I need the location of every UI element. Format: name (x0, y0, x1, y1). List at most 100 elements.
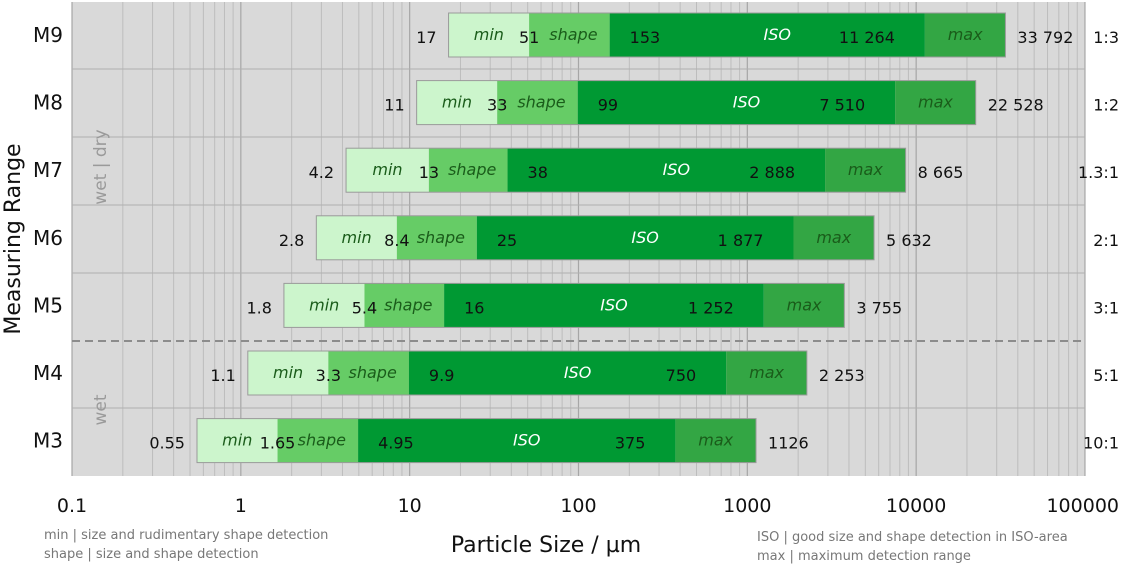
segment-label-shape: shape (298, 431, 346, 450)
bar-segment-min (196, 418, 278, 463)
segment-label-min: min (442, 93, 472, 112)
bar-segment-min (448, 13, 530, 57)
bar-outline (345, 147, 907, 193)
value-label-iso-start: 99 (598, 96, 618, 115)
value-label-iso-end: 375 (615, 434, 646, 453)
bar-row-m9: min shape ISO max 17 51 153 11 264 33 792 (416, 12, 1073, 58)
row-label-m8: M8 (33, 91, 63, 115)
row-labels: M9 M8 M7 M6 M5 M4 M3 (33, 23, 63, 453)
x-tick-label: 100 (560, 495, 596, 517)
bar-row-m5: min shape ISO max 1.8 5.4 16 1 252 3 755 (246, 282, 902, 328)
segment-label-min: min (273, 363, 303, 382)
bar-segment-iso (408, 351, 727, 395)
segment-label-iso: ISO (600, 295, 627, 314)
row-separators (72, 68, 1085, 409)
bar-outline (315, 215, 875, 261)
segment-label-min: min (222, 431, 252, 450)
segment-label-iso: ISO (733, 93, 760, 112)
value-label-shape-start: 5.4 (352, 298, 377, 317)
value-label-shape-start: 33 (487, 96, 507, 115)
segment-label-iso: ISO (513, 431, 540, 450)
segment-label-shape: shape (517, 93, 565, 112)
segment-label-max: max (698, 431, 733, 450)
x-tick-label: 1000 (723, 495, 771, 517)
x-tick-label: 100000 (1046, 495, 1119, 517)
value-label-max-end: 33 792 (1017, 28, 1073, 47)
segment-label-min: min (309, 295, 339, 314)
value-label-min-start: 1.1 (210, 366, 235, 385)
ratio-label-m3: 10:1 (1083, 434, 1119, 453)
segment-label-min: min (474, 25, 504, 44)
segment-label-max: max (749, 363, 784, 382)
x-tick-label: 10000 (886, 495, 946, 517)
bar-segment-max (763, 283, 845, 328)
bar-segment-max (924, 13, 1006, 57)
value-label-iso-end: 11 264 (839, 28, 895, 47)
bar-outline (283, 282, 845, 328)
value-label-iso-start: 38 (528, 163, 548, 182)
value-label-iso-start: 16 (464, 298, 484, 317)
value-label-max-end: 2 253 (819, 366, 865, 385)
bar-outline (448, 12, 1006, 58)
group-label-wet-dry: wet | dry (91, 129, 111, 204)
bar-segment-iso (476, 215, 794, 260)
x-tick-label: 0.1 (57, 495, 87, 517)
value-label-iso-start: 153 (630, 28, 661, 47)
segment-label-iso: ISO (764, 25, 791, 44)
bar-segment-shape (497, 80, 578, 125)
segment-label-shape: shape (417, 228, 465, 247)
segment-label-max: max (848, 160, 883, 179)
ratio-label-m9: 1:3 (1093, 28, 1119, 47)
row-label-m4: M4 (33, 361, 63, 385)
bar-segment-shape (396, 215, 477, 260)
value-label-max-end: 5 632 (886, 231, 932, 250)
x-axis-title: Particle Size / µm (451, 533, 641, 558)
group-label-wet: wet (91, 394, 111, 425)
bar-outline (247, 350, 808, 396)
bar-segment-iso (609, 13, 925, 57)
segment-label-shape: shape (549, 25, 597, 44)
bars: min shape ISO max 17 51 153 11 264 33 792 min shap… (149, 12, 1073, 464)
value-label-shape-start: 8.4 (384, 231, 409, 250)
bar-outline (416, 80, 977, 126)
bar-segment-shape (529, 13, 610, 57)
bar-segment-min (247, 351, 329, 395)
value-label-shape-start: 3.3 (316, 366, 341, 385)
segment-label-iso: ISO (663, 160, 690, 179)
ratio-label-m7: 1.3:1 (1078, 163, 1119, 182)
value-label-min-start: 11 (384, 96, 404, 115)
value-label-min-start: 0.55 (149, 434, 185, 453)
legend-iso: ISO | good size and shape detection in I… (757, 530, 1068, 545)
bar-segment-max (825, 148, 906, 193)
row-label-m5: M5 (33, 293, 63, 317)
bar-segment-shape (428, 148, 508, 193)
value-label-shape-start: 13 (419, 163, 439, 182)
ratio-label-m8: 1:2 (1093, 96, 1119, 115)
bar-segment-iso (358, 418, 676, 463)
ratio-label-m4: 5:1 (1093, 366, 1119, 385)
row-label-m7: M7 (33, 158, 63, 182)
x-tick-labels: 0.1 1 10 100 1000 10000 100000 (57, 495, 1119, 517)
bar-segment-min (416, 80, 498, 125)
bar-row-m6: min shape ISO max 2.8 8.4 25 1 877 5 632 (279, 215, 932, 261)
bar-row-m4: min shape ISO max 1.1 3.3 9.9 750 2 253 (210, 350, 865, 396)
segment-label-iso: ISO (564, 363, 591, 382)
x-tick-label: 1 (235, 495, 247, 517)
value-label-min-start: 1.8 (246, 298, 271, 317)
bar-segment-min (283, 283, 365, 328)
bar-segment-shape (277, 418, 359, 463)
legend-shape: shape | size and shape detection (44, 547, 259, 562)
bar-segment-max (726, 351, 807, 395)
ratio-label-m5: 3:1 (1093, 298, 1119, 317)
value-label-min-start: 4.2 (309, 163, 334, 182)
segment-label-max: max (948, 25, 983, 44)
bar-segment-shape (364, 283, 445, 328)
legend-min: min | size and rudimentary shape detecti… (44, 528, 328, 543)
bar-segment-max (793, 215, 875, 260)
segment-label-shape: shape (349, 363, 397, 382)
value-label-iso-start: 9.9 (429, 366, 454, 385)
bar-segment-iso (577, 80, 896, 125)
value-label-min-start: 2.8 (279, 231, 304, 250)
value-label-max-end: 1126 (768, 434, 809, 453)
row-label-m6: M6 (33, 226, 63, 250)
